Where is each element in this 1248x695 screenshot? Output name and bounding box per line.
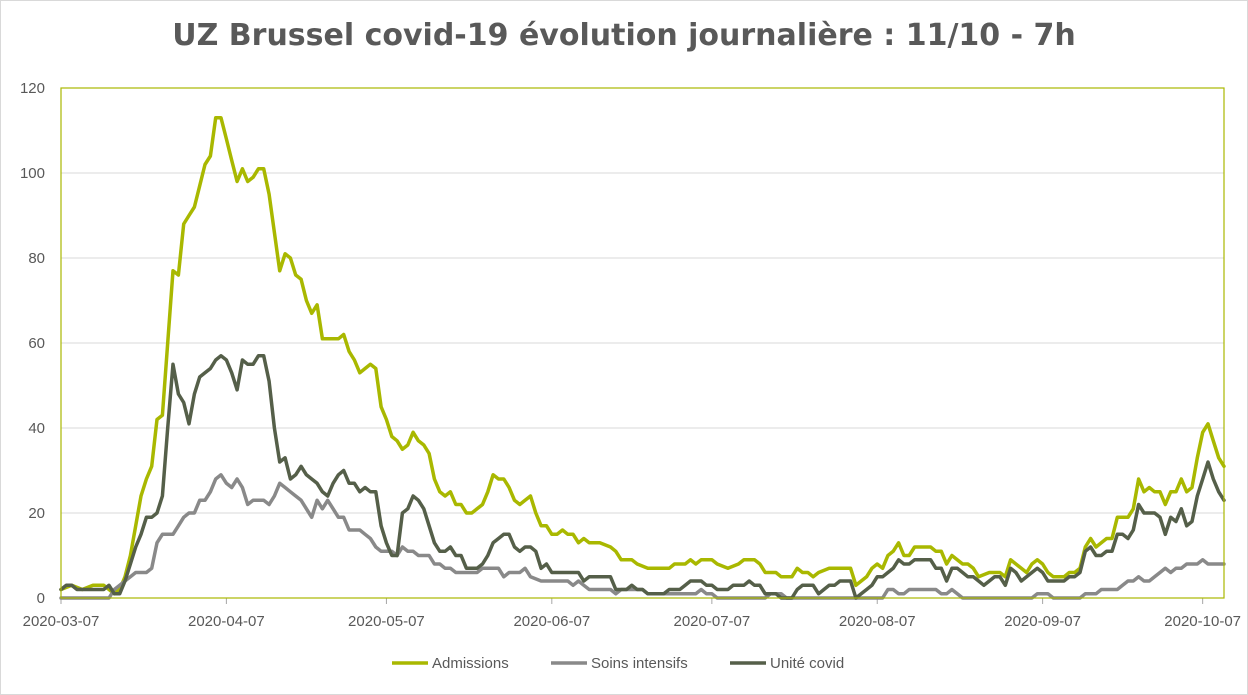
x-tick-label: 2020-10-07 bbox=[1164, 613, 1241, 630]
series-line-1 bbox=[59, 116, 1226, 596]
y-tick-label: 80 bbox=[28, 250, 45, 267]
series-line-3 bbox=[59, 354, 1226, 600]
legend-label: Admissions bbox=[432, 655, 509, 672]
x-tick-label: 2020-05-07 bbox=[348, 613, 425, 630]
y-tick-label: 40 bbox=[28, 420, 45, 437]
x-tick-label: 2020-06-07 bbox=[513, 613, 590, 630]
y-tick-label: 100 bbox=[20, 165, 45, 182]
legend-label: Soins intensifs bbox=[591, 655, 688, 672]
legend-label: Unité covid bbox=[770, 655, 844, 672]
y-tick-label: 120 bbox=[20, 80, 45, 97]
grid-lines bbox=[61, 87, 1224, 514]
y-tick-label: 0 bbox=[37, 590, 45, 607]
x-tick-label: 2020-09-07 bbox=[1004, 613, 1081, 630]
y-tick-label: 20 bbox=[28, 505, 45, 522]
x-tick-label: 2020-08-07 bbox=[839, 613, 916, 630]
series-lines bbox=[59, 116, 1226, 600]
series-line-2 bbox=[59, 473, 1226, 600]
plot-area-border bbox=[60, 87, 1225, 599]
legend: Admissions Soins intensifs Unité covid bbox=[392, 655, 844, 672]
x-axis: 2020-03-07 2020-04-07 2020-05-07 2020-06-07… bbox=[23, 597, 1241, 630]
y-tick-label: 60 bbox=[28, 335, 45, 352]
y-axis: 0 20 40 60 80 100 120 bbox=[20, 80, 45, 607]
x-tick-label: 2020-04-07 bbox=[188, 613, 265, 630]
x-tick-label: 2020-07-07 bbox=[673, 613, 750, 630]
x-tick-label: 2020-03-07 bbox=[23, 613, 100, 630]
chart-title: UZ Brussel covid-19 évolution journalièr… bbox=[172, 18, 1076, 53]
